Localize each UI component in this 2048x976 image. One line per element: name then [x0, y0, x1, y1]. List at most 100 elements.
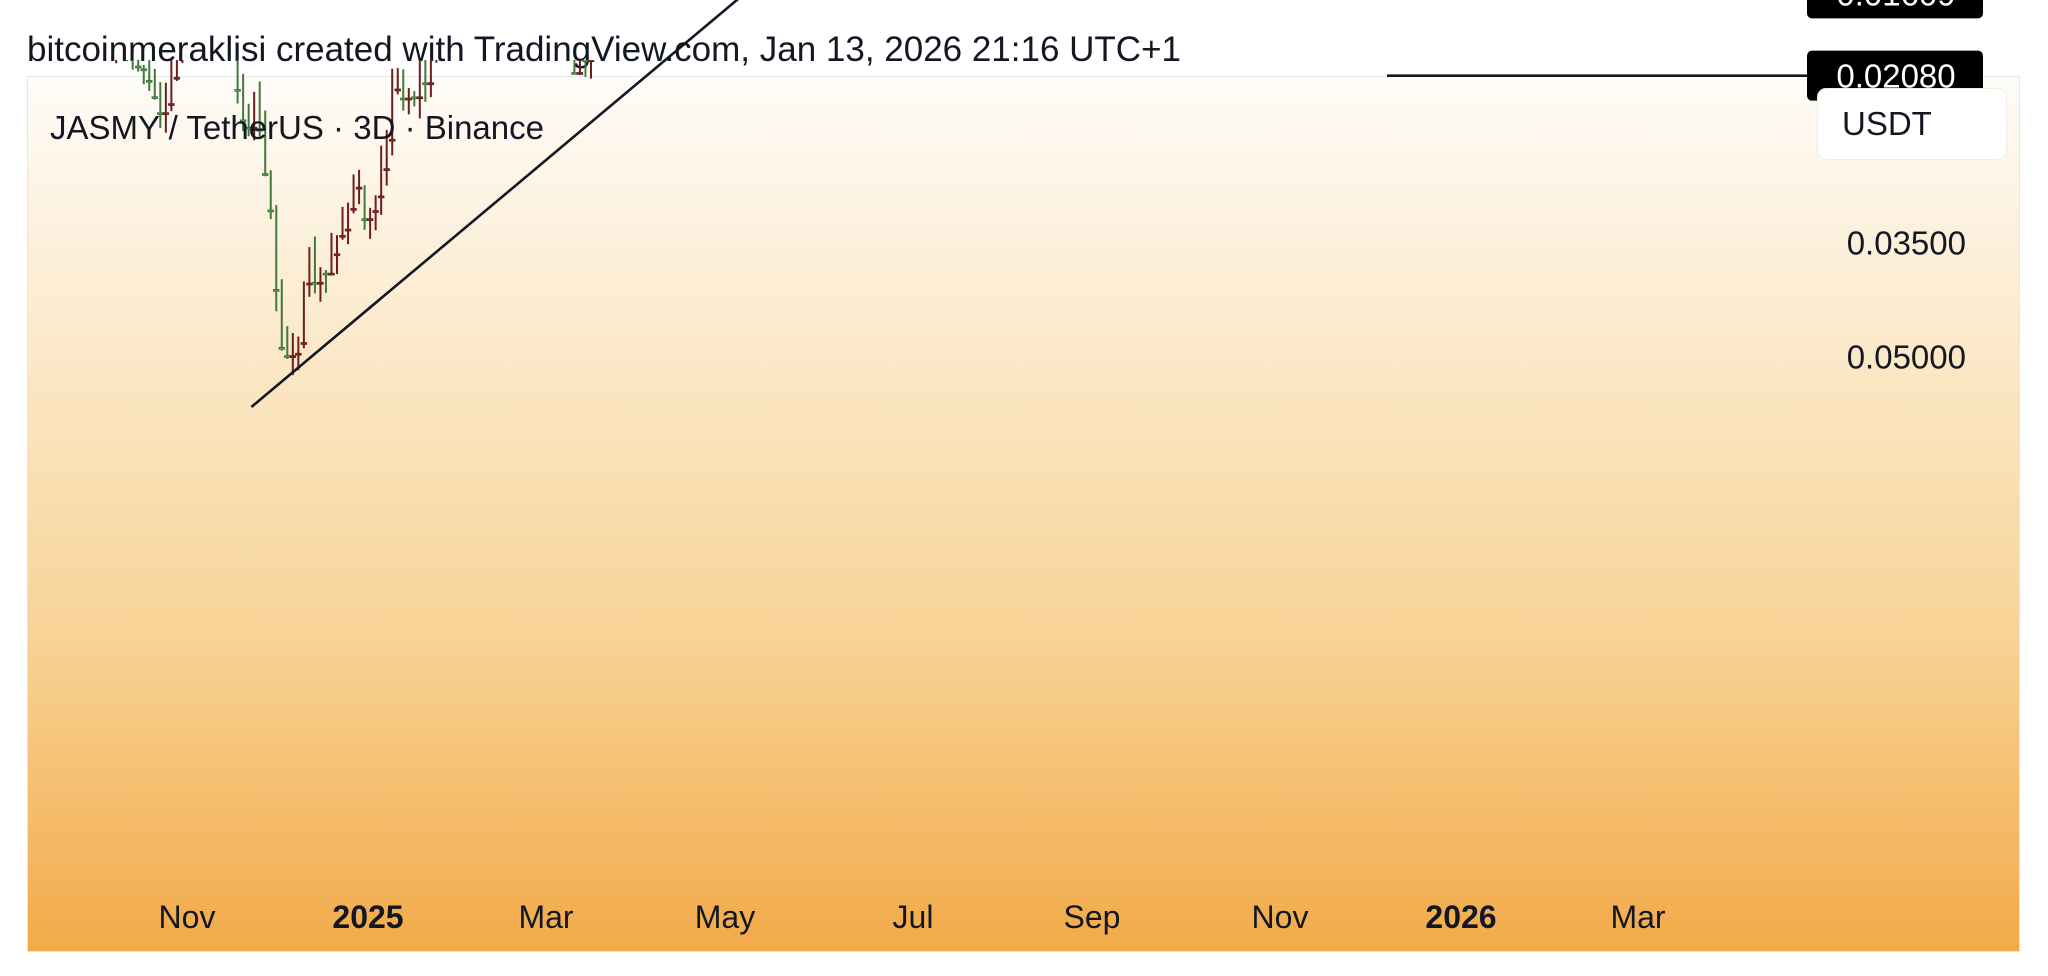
candle-down[interactable]: [737, 34, 742, 36]
candle-down[interactable]: [317, 281, 324, 285]
candle-up[interactable]: [239, 119, 247, 123]
candle-up[interactable]: [361, 218, 368, 221]
candle-down[interactable]: [587, 60, 595, 63]
candle-up[interactable]: [582, 60, 589, 63]
currency-button[interactable]: USDT: [1818, 89, 2006, 159]
level-tag: [1807, 0, 1983, 19]
candle-down[interactable]: [555, 0, 560, 2]
candle-up[interactable]: [322, 272, 330, 276]
candle-down[interactable]: [306, 282, 313, 286]
candle-up[interactable]: [213, 20, 218, 22]
candle-down[interactable]: [605, 6, 610, 8]
candle-down[interactable]: [180, 57, 185, 59]
chart-panel[interactable]: [27, 76, 2020, 952]
candle-down[interactable]: [366, 218, 374, 221]
candle-up[interactable]: [146, 80, 153, 83]
candle-down[interactable]: [350, 208, 357, 211]
candle-down[interactable]: [328, 272, 335, 276]
candle-up[interactable]: [196, 30, 201, 32]
candle-down[interactable]: [749, 9, 754, 11]
candle-up[interactable]: [273, 289, 280, 292]
candle-up[interactable]: [140, 68, 147, 72]
x-axis-tick-label: Nov: [159, 899, 216, 935]
candle-down[interactable]: [289, 355, 297, 358]
candle-down[interactable]: [576, 72, 584, 75]
candle-down[interactable]: [715, 9, 720, 11]
x-axis-tick-label: Mar: [1610, 899, 1665, 935]
candle-up[interactable]: [422, 82, 429, 86]
candle-up[interactable]: [151, 96, 158, 99]
candle-down[interactable]: [355, 186, 363, 190]
chart-caption: bitcoinmeraklisi created with TradingVie…: [27, 30, 1181, 69]
candle-down[interactable]: [295, 352, 302, 356]
candle-down[interactable]: [599, 39, 604, 41]
candle-down[interactable]: [439, 42, 444, 44]
candle-down[interactable]: [372, 210, 379, 213]
candle-up[interactable]: [130, 55, 135, 57]
candle-down[interactable]: [207, 41, 212, 43]
candle-up[interactable]: [256, 128, 263, 132]
level-tag-label: 0.02080: [1836, 58, 1955, 95]
candle-up[interactable]: [411, 96, 418, 100]
candle-up[interactable]: [135, 65, 142, 69]
candle-down[interactable]: [699, 54, 704, 56]
candle-down[interactable]: [743, 29, 748, 31]
candle-up[interactable]: [125, 45, 130, 47]
candle-up[interactable]: [561, 0, 566, 1]
candle-down[interactable]: [550, 5, 555, 7]
candle-up[interactable]: [267, 209, 274, 213]
candle-up[interactable]: [234, 89, 241, 92]
candle-up[interactable]: [539, 12, 544, 14]
candle-down[interactable]: [394, 88, 401, 92]
x-axis-tick-label: 2026: [1425, 899, 1496, 935]
candle-down[interactable]: [427, 82, 435, 86]
candle-up[interactable]: [566, 42, 571, 44]
candle-down[interactable]: [162, 112, 170, 115]
candle-up[interactable]: [229, 5, 234, 7]
candle-down[interactable]: [339, 234, 346, 238]
candle-up[interactable]: [682, 11, 687, 13]
candle-down[interactable]: [344, 228, 352, 232]
candle-down[interactable]: [185, 40, 190, 42]
candle-up[interactable]: [202, 41, 207, 43]
candle-up[interactable]: [732, 34, 737, 36]
candle-down[interactable]: [377, 195, 385, 199]
candle-down[interactable]: [224, 8, 229, 9]
candle-down[interactable]: [114, 43, 119, 45]
candle-down[interactable]: [173, 76, 181, 80]
candle-down[interactable]: [389, 138, 396, 142]
candle-down[interactable]: [434, 50, 439, 52]
candle-up[interactable]: [571, 72, 578, 75]
candle-down[interactable]: [445, 39, 450, 41]
candle-down[interactable]: [544, 12, 549, 14]
candle-up[interactable]: [262, 173, 269, 176]
candle-up[interactable]: [278, 346, 285, 350]
upper-trendline[interactable]: [250, 0, 1079, 408]
x-axis-tick-label: Jul: [893, 899, 934, 935]
candle-up[interactable]: [704, 20, 709, 22]
candles: [114, 0, 754, 376]
x-axis-tick-label: Nov: [1252, 899, 1309, 935]
level-tag-label: 0.01609: [1836, 0, 1955, 12]
y-axis-tick-label: 0.05000: [1847, 339, 1966, 376]
candle-down[interactable]: [333, 253, 341, 257]
candle-down[interactable]: [416, 96, 424, 100]
candle-down[interactable]: [383, 168, 390, 171]
candle-up[interactable]: [311, 281, 319, 285]
candle-up[interactable]: [693, 54, 698, 56]
candle-down[interactable]: [250, 126, 258, 130]
candle-up[interactable]: [594, 39, 599, 41]
candle-up[interactable]: [400, 97, 407, 101]
candle-up[interactable]: [284, 355, 291, 358]
x-axis-tick-label: May: [695, 899, 755, 935]
candle-down[interactable]: [191, 31, 196, 33]
candle-down[interactable]: [450, 9, 455, 11]
candle-down[interactable]: [300, 342, 308, 345]
candle-down[interactable]: [405, 97, 412, 101]
y-axis-tick-label: 0.03500: [1847, 224, 1966, 261]
level-tag: [1807, 50, 1983, 101]
candle-down[interactable]: [168, 103, 175, 106]
candle-up[interactable]: [119, 38, 124, 40]
candle-down[interactable]: [218, 20, 223, 22]
